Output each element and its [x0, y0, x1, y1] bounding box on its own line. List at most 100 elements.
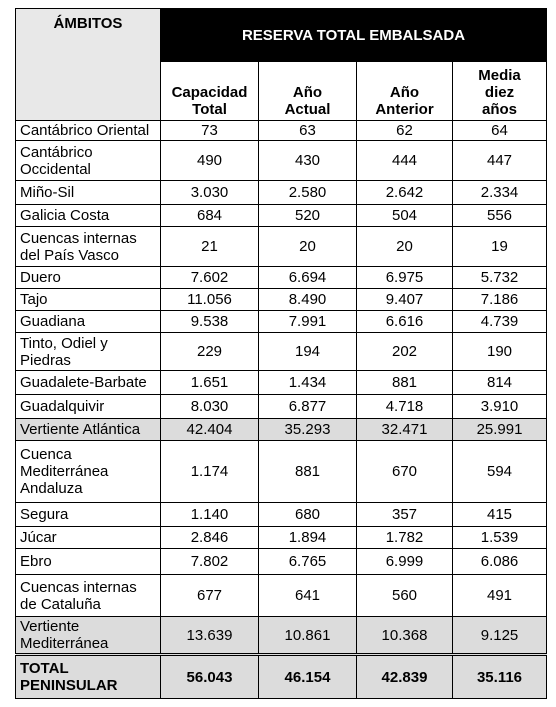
- cell-value: 6.975: [356, 266, 453, 289]
- column-header: Año Actual: [258, 61, 357, 121]
- row-label: Tajo: [15, 288, 161, 311]
- cell-value: 202: [356, 332, 453, 371]
- table-row: Guadiana 9.538 7.991 6.616 4.739: [15, 310, 548, 333]
- cell-value: 35.293: [258, 418, 357, 441]
- total-value: 42.839: [356, 653, 453, 699]
- table-row: Cuencas internas del País Vasco 21 20 20 19: [15, 226, 548, 267]
- row-label: Ebro: [15, 548, 161, 575]
- cell-value: 63: [258, 120, 357, 141]
- cell-value: 194: [258, 332, 357, 371]
- table-row: Tajo 11.056 8.490 9.407 7.186: [15, 288, 548, 311]
- cell-value: 1.782: [356, 526, 453, 549]
- cell-value: 11.056: [160, 288, 259, 311]
- cell-value: 7.991: [258, 310, 357, 333]
- total-label: TOTAL PENINSULAR: [15, 653, 161, 699]
- table-body: Cantábrico Oriental 73 63 62 64 Cantábrico Oc…: [15, 120, 548, 699]
- cell-value: 814: [451, 370, 548, 395]
- cell-value: 190: [451, 332, 548, 371]
- table-row: Tinto, Odiel y Piedras 229 194 202 190: [15, 332, 548, 371]
- row-label: Cantábrico Occidental: [15, 140, 161, 181]
- row-label: Júcar: [15, 526, 161, 549]
- cell-value: 42.404: [160, 418, 259, 441]
- table-row: Galicia Costa 684 520 504 556: [15, 204, 548, 227]
- cell-value: 504: [356, 204, 453, 227]
- row-label: Segura: [15, 502, 161, 527]
- table-row: Cantábrico Occidental 490 430 444 447: [15, 140, 548, 181]
- cell-value: 6.999: [356, 548, 453, 575]
- cell-value: 25.991: [451, 418, 548, 441]
- cell-value: 32.471: [356, 418, 453, 441]
- cell-value: 430: [258, 140, 357, 181]
- row-label: Guadalete-Barbate: [15, 370, 161, 395]
- row-label: Duero: [15, 266, 161, 289]
- cell-value: 491: [451, 574, 548, 617]
- row-label: Miño-Sil: [15, 180, 161, 205]
- cell-value: 1.539: [451, 526, 548, 549]
- row-label: Cantábrico Oriental: [15, 120, 161, 141]
- cell-value: 594: [451, 440, 548, 503]
- cell-value: 881: [258, 440, 357, 503]
- cell-value: 2.580: [258, 180, 357, 205]
- total-value: 35.116: [451, 653, 548, 699]
- cell-value: 444: [356, 140, 453, 181]
- cell-value: 73: [160, 120, 259, 141]
- cell-value: 1.140: [160, 502, 259, 527]
- cell-value: 1.651: [160, 370, 259, 395]
- cell-value: 881: [356, 370, 453, 395]
- cell-value: 229: [160, 332, 259, 371]
- column-header: Media diez años: [451, 61, 548, 121]
- column-header-row: Capacidad Total Año Actual Año Anterior Med…: [16, 61, 548, 121]
- cell-value: 8.490: [258, 288, 357, 311]
- row-label: Guadiana: [15, 310, 161, 333]
- subtotal-row: Vertiente Mediterránea 13.639 10.861 10.368…: [15, 616, 548, 655]
- subtotal-row: Vertiente Atlántica 42.404 35.293 32.471 25.…: [15, 418, 548, 441]
- cell-value: 6.694: [258, 266, 357, 289]
- row-label: Vertiente Mediterránea: [15, 616, 161, 655]
- table-row: Cantábrico Oriental 73 63 62 64: [15, 120, 548, 141]
- cell-value: 1.894: [258, 526, 357, 549]
- cell-value: 3.910: [451, 394, 548, 419]
- row-label: Guadalquivir: [15, 394, 161, 419]
- cell-value: 2.642: [356, 180, 453, 205]
- cell-value: 19: [451, 226, 548, 267]
- table-row: Ebro 7.802 6.765 6.999 6.086: [15, 548, 548, 575]
- row-label: Cuencas internas de Cataluña: [15, 574, 161, 617]
- cell-value: 6.765: [258, 548, 357, 575]
- cell-value: 1.174: [160, 440, 259, 503]
- table-row: Cuencas internas de Cataluña 677 641 560 491: [15, 574, 548, 617]
- cell-value: 7.802: [160, 548, 259, 575]
- cell-value: 10.368: [356, 616, 453, 655]
- table-row: Segura 1.140 680 357 415: [15, 502, 548, 527]
- cell-value: 677: [160, 574, 259, 617]
- row-label: Cuencas internas del País Vasco: [15, 226, 161, 267]
- column-header: Año Anterior: [356, 61, 453, 121]
- group-title: RESERVA TOTAL EMBALSADA: [159, 8, 548, 62]
- cell-value: 5.732: [451, 266, 548, 289]
- cell-value: 3.030: [160, 180, 259, 205]
- table-head: ÁMBITOS RESERVA TOTAL EMBALSADA Capacida…: [15, 8, 548, 121]
- cell-value: 1.434: [258, 370, 357, 395]
- table-row: Miño-Sil 3.030 2.580 2.642 2.334: [15, 180, 548, 205]
- cell-value: 641: [258, 574, 357, 617]
- table-row: Júcar 2.846 1.894 1.782 1.539: [15, 526, 548, 549]
- cell-value: 64: [451, 120, 548, 141]
- cell-value: 415: [451, 502, 548, 527]
- cell-value: 490: [160, 140, 259, 181]
- cell-value: 7.186: [451, 288, 548, 311]
- cell-value: 6.877: [258, 394, 357, 419]
- cell-value: 357: [356, 502, 453, 527]
- cell-value: 6.086: [451, 548, 548, 575]
- cell-value: 9.538: [160, 310, 259, 333]
- row-label: Tinto, Odiel y Piedras: [15, 332, 161, 371]
- table-row: Guadalquivir 8.030 6.877 4.718 3.910: [15, 394, 548, 419]
- cell-value: 670: [356, 440, 453, 503]
- row-label: Cuenca Mediterránea Andaluza: [15, 440, 161, 503]
- row-label: Vertiente Atlántica: [15, 418, 161, 441]
- cell-value: 4.718: [356, 394, 453, 419]
- cell-value: 6.616: [356, 310, 453, 333]
- row-header: ÁMBITOS: [15, 8, 161, 121]
- cell-value: 13.639: [160, 616, 259, 655]
- cell-value: 2.846: [160, 526, 259, 549]
- cell-value: 9.125: [451, 616, 548, 655]
- table-row: Guadalete-Barbate 1.651 1.434 881 814: [15, 370, 548, 395]
